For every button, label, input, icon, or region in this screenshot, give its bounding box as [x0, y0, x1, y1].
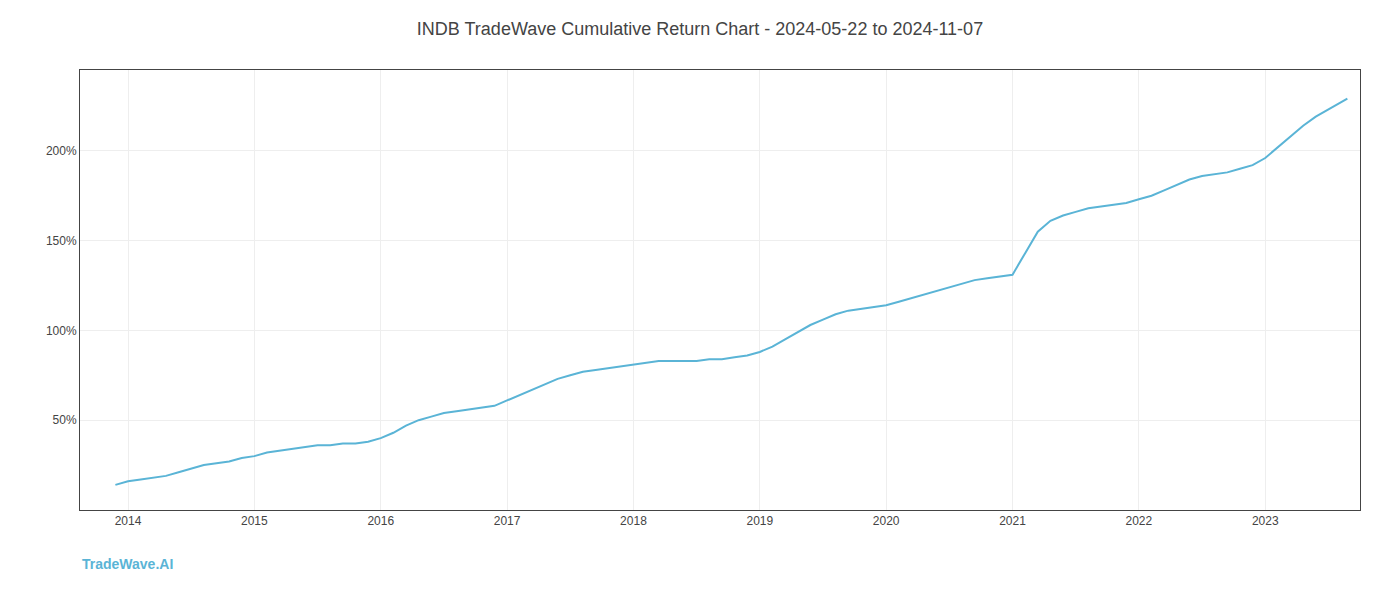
svg-text:2015: 2015: [241, 514, 268, 528]
svg-text:2022: 2022: [1126, 514, 1153, 528]
svg-text:2021: 2021: [999, 514, 1026, 528]
svg-text:100%: 100%: [46, 324, 77, 338]
svg-text:2018: 2018: [620, 514, 647, 528]
svg-text:200%: 200%: [46, 144, 77, 158]
svg-text:2017: 2017: [494, 514, 521, 528]
svg-text:2023: 2023: [1252, 514, 1279, 528]
svg-text:2019: 2019: [746, 514, 773, 528]
svg-text:2014: 2014: [115, 514, 142, 528]
svg-text:2016: 2016: [367, 514, 394, 528]
svg-text:2020: 2020: [873, 514, 900, 528]
svg-text:150%: 150%: [46, 234, 77, 248]
svg-text:INDB TradeWave Cumulative Retu: INDB TradeWave Cumulative Return Chart -…: [417, 19, 983, 39]
svg-text:50%: 50%: [53, 413, 77, 427]
svg-text:TradeWave.AI: TradeWave.AI: [82, 556, 173, 572]
